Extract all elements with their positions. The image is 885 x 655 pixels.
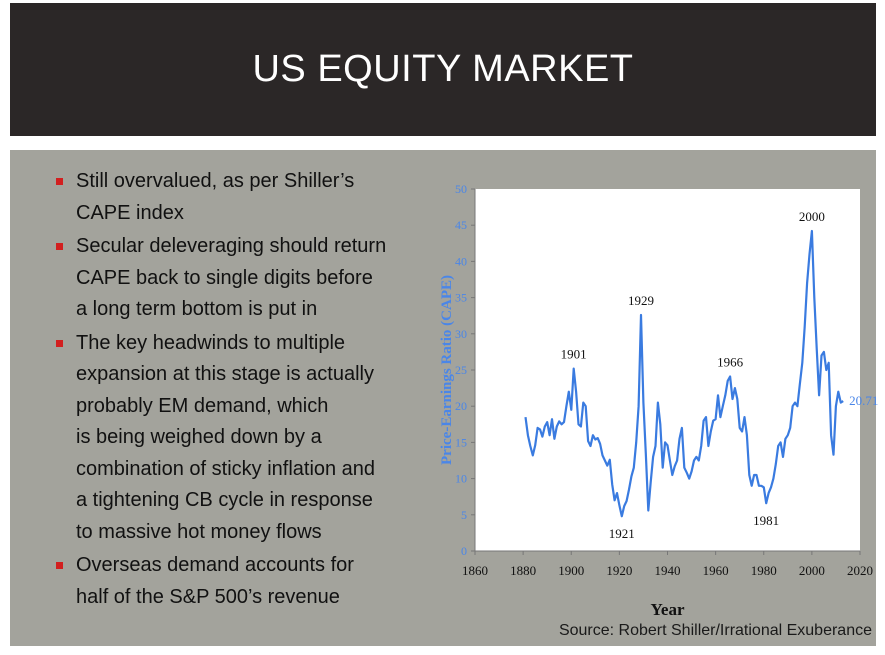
- bullet-text: The key headwinds to multiple expansion …: [76, 331, 376, 543]
- slide-title: US EQUITY MARKET: [252, 48, 634, 90]
- plot-area: [475, 189, 860, 551]
- bullet-square-icon: [56, 339, 63, 347]
- bullet-square-icon: [56, 243, 63, 250]
- x-tick-label: 1880: [510, 563, 536, 578]
- bullet-item: Secular deleveraging should return CAPE …: [56, 231, 436, 326]
- y-axis-title: Price-Earnings Ratio (CAPE): [439, 275, 455, 465]
- x-tick-label: 1940: [655, 563, 681, 578]
- x-tick-label: 2020: [847, 563, 873, 578]
- y-tick-label: 10: [455, 472, 467, 486]
- y-tick-label: 50: [455, 182, 467, 196]
- x-tick-label: 2000: [799, 563, 825, 578]
- cape-chart-svg: 0 5 10 15 20 25 30 35 40 45 50 1860 1880 1900 1920 1940…: [439, 182, 878, 619]
- y-tick-label: 40: [455, 254, 467, 268]
- annotation-label: 2000: [799, 209, 825, 224]
- bullet-item: Still overvalued, as per Shiller’s CAPE …: [56, 166, 436, 229]
- bullet-list: Still overvalued, as per Shiller’s CAPE …: [56, 166, 436, 615]
- y-tick-label: 0: [461, 544, 467, 558]
- y-tick-label: 20: [455, 399, 467, 413]
- x-axis-title: Year: [651, 600, 685, 619]
- bullet-text: Secular deleveraging should return CAPE …: [76, 235, 387, 320]
- x-tick-label: 1860: [462, 563, 488, 578]
- x-tick-label: 1920: [606, 563, 632, 578]
- title-bar: US EQUITY MARKET: [10, 3, 876, 136]
- y-tick-label: 30: [455, 327, 467, 341]
- bullet-square-icon: [56, 562, 63, 569]
- x-tick-label: 1900: [558, 563, 584, 578]
- annotation-label: 20.71: [849, 393, 878, 408]
- y-tick-label: 35: [455, 291, 467, 305]
- annotation-label: 1921: [609, 526, 635, 541]
- annotation-label: 1981: [753, 513, 779, 528]
- cape-series-line: [524, 229, 844, 518]
- bullet-item: Overseas demand accounts for half of the…: [56, 550, 436, 613]
- annotation-label: 1901: [561, 347, 587, 362]
- cape-chart: 0 5 10 15 20 25 30 35 40 45 50 1860 1880 1900 1920 1940…: [435, 182, 878, 635]
- bullet-square-icon: [56, 178, 63, 185]
- y-tick-label: 15: [455, 435, 467, 449]
- y-tick-label: 5: [461, 508, 467, 522]
- content-panel: Still overvalued, as per Shiller’s CAPE …: [10, 150, 878, 646]
- source-note: Source: Robert Shiller/Irrational Exuber…: [558, 622, 872, 639]
- annotation-label: 1929: [628, 293, 654, 308]
- bullet-text: Overseas demand accounts for half of the…: [76, 554, 354, 608]
- y-tick-label: 45: [455, 218, 467, 232]
- x-tick-label: 1980: [751, 563, 777, 578]
- bullet-item: The key headwinds to multiple expansion …: [56, 328, 436, 549]
- annotation-label: 1966: [717, 355, 744, 370]
- bullet-text: Still overvalued, as per Shiller’s CAPE …: [76, 170, 355, 224]
- y-tick-label: 25: [455, 363, 467, 377]
- x-tick-label: 1960: [703, 563, 729, 578]
